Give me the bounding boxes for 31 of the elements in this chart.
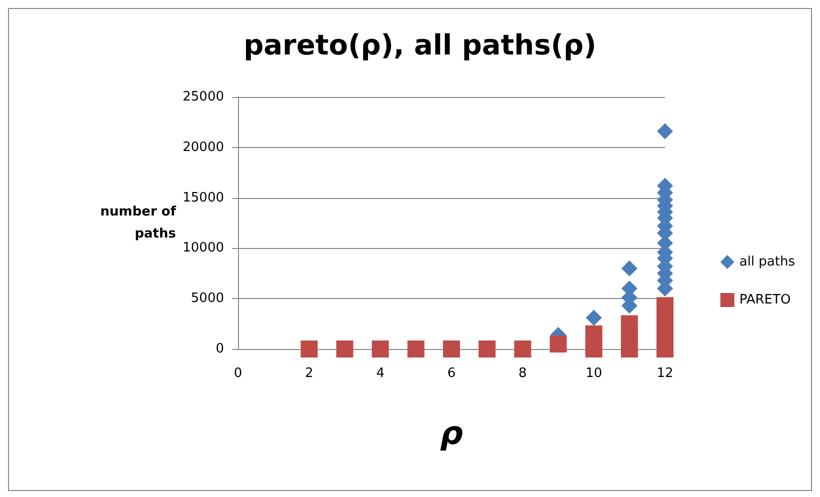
point <box>300 340 318 358</box>
point <box>621 260 638 276</box>
point <box>586 310 602 326</box>
y-tick-label: 10000 <box>182 240 224 256</box>
y-tick-label: 0 <box>216 342 224 356</box>
point <box>620 315 638 332</box>
x-axis-title: ρ <box>440 414 464 452</box>
x-tick-label: 6 <box>447 366 456 381</box>
point <box>336 340 354 358</box>
point <box>550 335 567 352</box>
legend-label: PARETO <box>739 292 791 308</box>
x-tick-label: 2 <box>305 366 314 381</box>
point <box>657 123 673 140</box>
x-tick-label: 10 <box>586 366 602 381</box>
y-tick-label: 5000 <box>190 291 224 306</box>
point <box>372 340 389 358</box>
chart-title: pareto(ρ), all paths(ρ) <box>244 28 596 62</box>
point <box>514 340 532 358</box>
point <box>407 340 424 358</box>
point <box>443 340 460 358</box>
legend-label: all paths <box>739 254 796 270</box>
y-tick-label: 15000 <box>182 190 224 206</box>
x-tick-label: 12 <box>656 366 674 381</box>
x-tick-label: 8 <box>518 366 527 381</box>
point <box>585 325 602 342</box>
x-tick-label: 0 <box>234 366 242 381</box>
point <box>478 340 496 358</box>
y-axis-title: number of paths <box>100 204 176 242</box>
y-tick-label: 25000 <box>182 90 224 104</box>
x-tick-label: 4 <box>376 366 384 381</box>
y-tick-label: 20000 <box>182 140 224 155</box>
